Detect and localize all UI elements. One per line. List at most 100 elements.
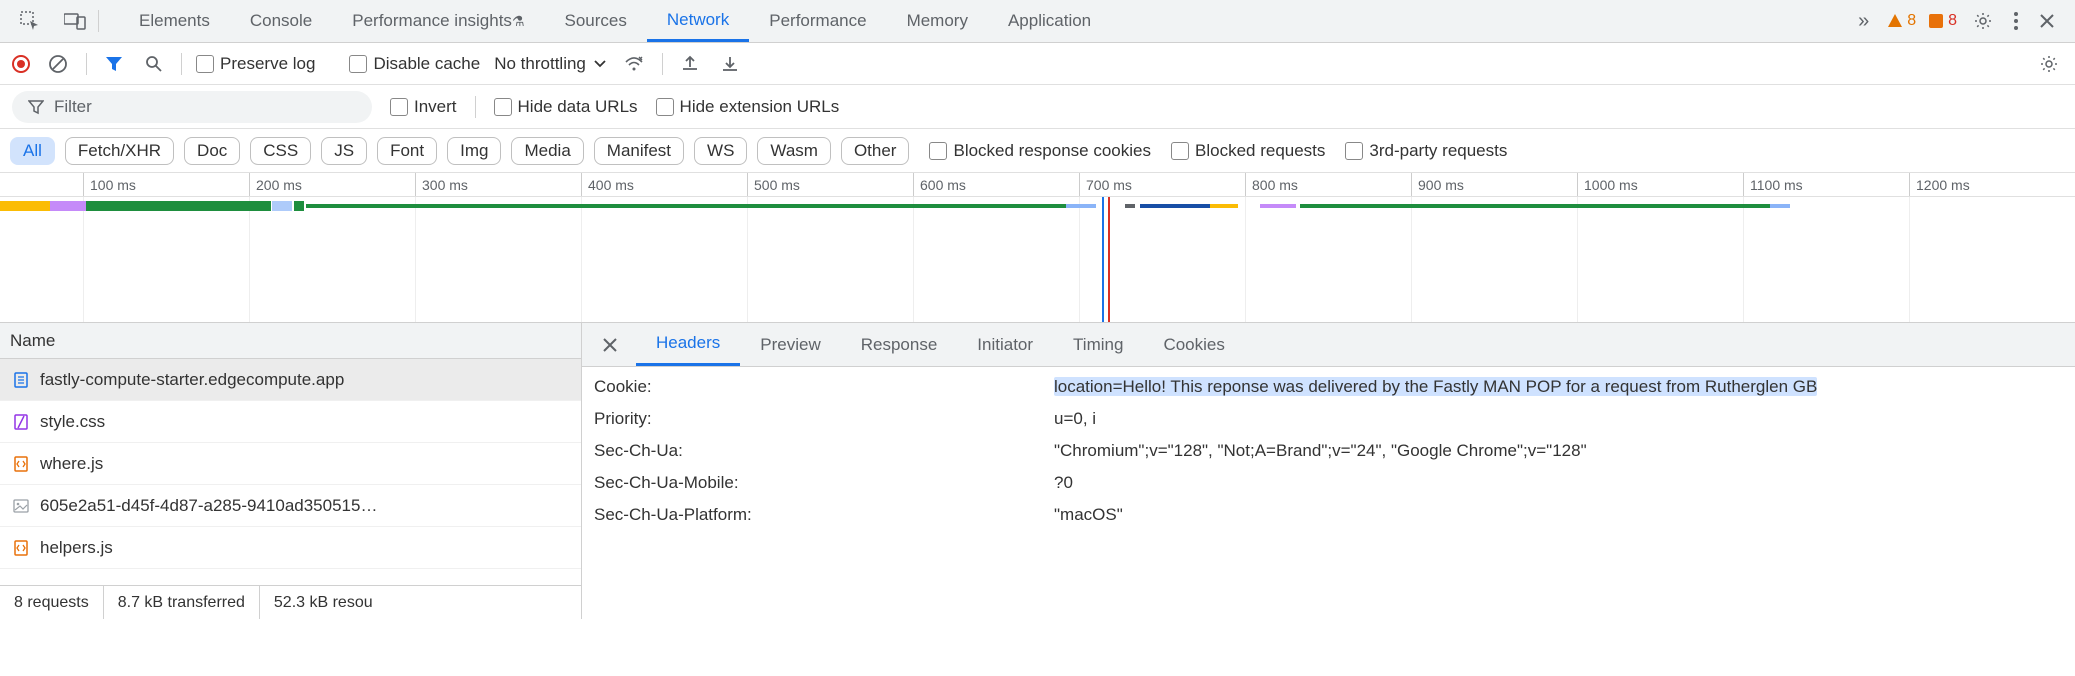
filter-row: Filter Invert Hide data URLs Hide extens… [0, 85, 2075, 129]
type-filter-ws[interactable]: WS [694, 137, 747, 165]
checkbox-icon [349, 55, 367, 73]
type-filter-media[interactable]: Media [511, 137, 583, 165]
panel-tab-performance-insights[interactable]: Performance insights [332, 0, 544, 42]
upload-har-icon[interactable] [677, 51, 703, 77]
errors-badge[interactable]: 8 [1928, 12, 1957, 30]
hide-data-urls-checkbox[interactable]: Hide data URLs [494, 97, 638, 117]
hide-data-urls-label: Hide data URLs [518, 97, 638, 117]
throttling-value: No throttling [494, 54, 586, 74]
warnings-badge[interactable]: 8 [1887, 12, 1916, 30]
headers-body: Cookie:location=Hello! This reponse was … [582, 367, 2075, 619]
record-button[interactable] [12, 55, 30, 73]
time-tick: 500 ms [747, 173, 913, 196]
timeline-bar [1210, 204, 1238, 208]
divider [475, 96, 476, 118]
hide-extension-urls-checkbox[interactable]: Hide extension URLs [656, 97, 840, 117]
type-filter-js[interactable]: JS [321, 137, 367, 165]
request-row[interactable]: style.css [0, 401, 581, 443]
close-detail-icon[interactable] [588, 337, 632, 353]
detail-tab-initiator[interactable]: Initiator [957, 323, 1053, 366]
hide-extension-urls-label: Hide extension URLs [680, 97, 840, 117]
preserve-log-checkbox[interactable]: Preserve log [196, 54, 315, 74]
type-filter-all[interactable]: All [10, 137, 55, 165]
checkbox-icon [1171, 142, 1189, 160]
blocked-response-cookies-checkbox[interactable]: Blocked response cookies [929, 141, 1151, 161]
status-resources: 52.3 kB resou [260, 586, 387, 619]
timeline-overview[interactable]: 100 ms200 ms300 ms400 ms500 ms600 ms700 … [0, 173, 2075, 323]
preserve-log-label: Preserve log [220, 54, 315, 74]
status-bar: 8 requests 8.7 kB transferred 52.3 kB re… [0, 585, 581, 619]
inspect-icon[interactable] [8, 0, 52, 42]
detail-tab-timing[interactable]: Timing [1053, 323, 1143, 366]
disable-cache-checkbox[interactable]: Disable cache [349, 54, 480, 74]
divider [98, 10, 99, 32]
checkbox-icon [196, 55, 214, 73]
filter-funnel-icon[interactable] [101, 51, 127, 77]
header-value[interactable]: "Chromium";v="128", "Not;A=Brand";v="24"… [1054, 441, 2063, 461]
search-icon[interactable] [141, 51, 167, 77]
clear-icon[interactable] [44, 50, 72, 78]
header-row: Sec-Ch-Ua:"Chromium";v="128", "Not;A=Bra… [582, 435, 2075, 467]
header-value[interactable]: ?0 [1054, 473, 2063, 493]
time-tick: 1200 ms [1909, 173, 2075, 196]
request-row[interactable]: 605e2a51-d45f-4d87-a285-9410ad350515… [0, 485, 581, 527]
header-value[interactable]: "macOS" [1054, 505, 2063, 525]
time-ruler: 100 ms200 ms300 ms400 ms500 ms600 ms700 … [0, 173, 2075, 197]
panel-settings-gear-icon[interactable] [2035, 50, 2063, 78]
detail-tab-cookies[interactable]: Cookies [1143, 323, 1244, 366]
type-filter-manifest[interactable]: Manifest [594, 137, 684, 165]
close-devtools-icon[interactable] [2035, 9, 2059, 33]
type-filter-css[interactable]: CSS [250, 137, 311, 165]
panel-tab-performance[interactable]: Performance [749, 0, 886, 42]
invert-checkbox[interactable]: Invert [390, 97, 457, 117]
detail-tab-preview[interactable]: Preview [740, 323, 840, 366]
network-conditions-icon[interactable] [620, 50, 648, 78]
overflow-tabs[interactable]: » [1838, 0, 1887, 42]
errors-count: 8 [1948, 12, 1957, 30]
header-value[interactable]: u=0, i [1054, 409, 2063, 429]
js-file-icon [12, 455, 30, 473]
settings-gear-icon[interactable] [1969, 7, 1997, 35]
detail-tab-response[interactable]: Response [841, 323, 958, 366]
type-filter-doc[interactable]: Doc [184, 137, 240, 165]
header-value[interactable]: location=Hello! This reponse was deliver… [1054, 377, 2063, 397]
detail-tab-headers[interactable]: Headers [636, 323, 740, 366]
main-split: Name fastly-compute-starter.edgecompute.… [0, 323, 2075, 619]
request-row[interactable]: fastly-compute-starter.edgecompute.app [0, 359, 581, 401]
network-toolbar: Preserve log Disable cache No throttling [0, 43, 2075, 85]
request-row[interactable]: helpers.js [0, 527, 581, 569]
request-row[interactable]: where.js [0, 443, 581, 485]
divider [662, 53, 663, 75]
panel-tab-memory[interactable]: Memory [887, 0, 988, 42]
kebab-menu-icon[interactable] [2009, 7, 2023, 35]
time-tick: 400 ms [581, 173, 747, 196]
throttling-select[interactable]: No throttling [494, 54, 606, 74]
type-filter-fetch-xhr[interactable]: Fetch/XHR [65, 137, 174, 165]
disable-cache-label: Disable cache [373, 54, 480, 74]
device-toggle-icon[interactable] [52, 0, 98, 42]
blocked-requests-checkbox[interactable]: Blocked requests [1171, 141, 1325, 161]
type-filter-img[interactable]: Img [447, 137, 501, 165]
download-har-icon[interactable] [717, 51, 743, 77]
panel-tab-elements[interactable]: Elements [119, 0, 230, 42]
request-detail-panel: HeadersPreviewResponseInitiatorTimingCoo… [582, 323, 2075, 619]
type-filter-other[interactable]: Other [841, 137, 910, 165]
timeline-bar [1140, 204, 1210, 208]
divider [181, 53, 182, 75]
type-filter-wasm[interactable]: Wasm [757, 137, 831, 165]
header-row: Sec-Ch-Ua-Mobile:?0 [582, 467, 2075, 499]
timeline-bar [1066, 204, 1096, 208]
name-column-header[interactable]: Name [0, 323, 581, 359]
panel-tab-network[interactable]: Network [647, 0, 749, 42]
panel-tab-console[interactable]: Console [230, 0, 332, 42]
third-party-requests-checkbox[interactable]: 3rd-party requests [1345, 141, 1507, 161]
checkbox-icon [494, 98, 512, 116]
filter-input[interactable]: Filter [12, 91, 372, 123]
panel-tab-application[interactable]: Application [988, 0, 1111, 42]
time-tick: 100 ms [83, 173, 249, 196]
js-file-icon [12, 539, 30, 557]
timeline-bar [1300, 204, 1770, 208]
type-filter-font[interactable]: Font [377, 137, 437, 165]
panel-tab-sources[interactable]: Sources [545, 0, 647, 42]
time-tick: 300 ms [415, 173, 581, 196]
